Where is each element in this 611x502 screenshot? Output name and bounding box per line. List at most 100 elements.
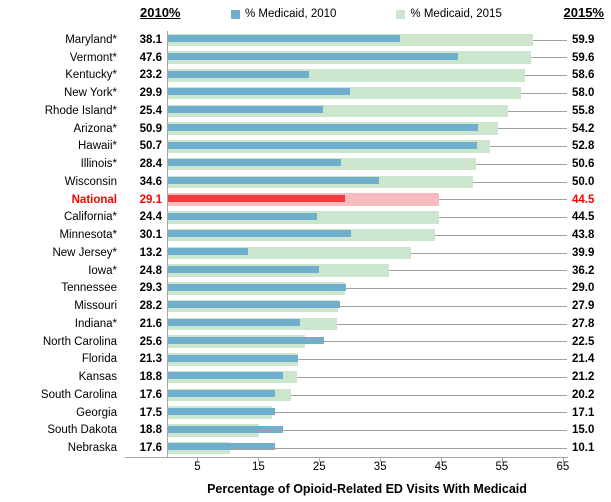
axis-tick <box>319 458 321 462</box>
chart-row: Kansas 18.8 21.2 <box>0 368 611 386</box>
column-header-2015: 2015% <box>563 5 604 20</box>
row-plot <box>167 120 567 138</box>
leader-line <box>472 181 567 183</box>
bar-2010 <box>168 248 249 255</box>
leader-line <box>388 270 567 272</box>
leader-line <box>439 199 567 201</box>
value-2010-label: 21.6 <box>139 317 162 330</box>
axis-tick-label: 15 <box>251 461 265 473</box>
axis-tick <box>258 458 260 462</box>
x-axis-line <box>125 457 568 458</box>
category-label: Tennessee <box>61 282 117 295</box>
chart-row: New Jersey* 13.2 39.9 <box>0 244 611 262</box>
value-2015-label: 36.2 <box>572 264 595 277</box>
category-label: Kentucky* <box>65 69 117 82</box>
leader-line <box>305 341 567 343</box>
chart-row: North Carolina 25.6 22.5 <box>0 333 611 351</box>
category-label: South Carolina <box>40 388 117 401</box>
legend-swatch-2015-icon <box>396 9 406 19</box>
row-plot <box>167 422 567 440</box>
bar-2010 <box>168 354 298 362</box>
leader-line <box>507 110 567 112</box>
chart-row: Vermont* 47.6 59.6 <box>0 49 611 67</box>
category-label: Hawaii* <box>78 140 117 153</box>
value-2015-label: 21.4 <box>572 353 595 366</box>
chart-row: Indiana* 21.6 27.8 <box>0 315 611 333</box>
category-label: New Jersey* <box>52 246 117 259</box>
value-2015-label: 43.8 <box>572 229 595 242</box>
value-2010-label: 24.4 <box>139 211 162 224</box>
row-plot <box>167 155 567 173</box>
leader-line <box>259 430 567 431</box>
value-2010-label: 24.8 <box>139 264 162 277</box>
chart-row: Missouri 28.2 27.9 <box>0 297 611 315</box>
chart-row: Illinois* 28.4 50.6 <box>0 155 611 173</box>
axis-tick <box>501 458 503 462</box>
value-2015-label: 52.8 <box>572 140 595 153</box>
chart-row: National 29.1 44.5 <box>0 191 611 209</box>
chart-row: Hawaii* 50.7 52.8 <box>0 138 611 156</box>
value-2010-label: 17.6 <box>139 388 162 401</box>
row-plot <box>167 226 567 244</box>
chart-row: Nebraska 17.6 10.1 <box>0 439 611 457</box>
category-label: Vermont* <box>69 51 117 64</box>
row-plot <box>167 404 567 422</box>
category-label: Rhode Island* <box>44 104 117 117</box>
axis-tick-label: 45 <box>434 461 448 473</box>
value-2010-label: 18.8 <box>139 371 162 384</box>
bar-2010 <box>168 336 324 344</box>
bar-2010 <box>168 123 478 131</box>
row-plot <box>167 67 567 85</box>
chart-row: Georgia 17.5 17.1 <box>0 404 611 422</box>
leader-line <box>337 323 567 325</box>
category-label: New York* <box>63 87 117 100</box>
value-2010-label: 50.9 <box>139 122 162 135</box>
row-plot <box>167 102 567 120</box>
value-2015-label: 50.0 <box>572 175 595 188</box>
axis-tick <box>562 458 564 462</box>
x-axis-title: Percentage of Opioid-Related ED Visits W… <box>207 482 527 496</box>
chart-row: California* 24.4 44.5 <box>0 209 611 227</box>
category-axis-line <box>167 31 168 457</box>
x-axis: 5 15 25 35 45 55 65 <box>0 457 611 479</box>
chart-row: Iowa* 24.8 36.2 <box>0 262 611 280</box>
axis-tick-label: 55 <box>495 461 509 473</box>
chart-row: Maryland* 38.1 59.9 <box>0 31 611 49</box>
bar-2010 <box>168 319 300 326</box>
value-2010-label: 28.2 <box>139 300 162 313</box>
legend-label-2015: % Medicaid, 2015 <box>410 8 502 20</box>
axis-tick-label: 5 <box>194 461 201 473</box>
value-2015-label: 50.6 <box>572 158 595 171</box>
category-label: Maryland* <box>65 33 117 46</box>
leader-line <box>439 217 567 218</box>
axis-tick <box>380 458 382 462</box>
leader-line <box>229 447 567 449</box>
bar-2010 <box>168 177 379 184</box>
category-label: Illinois* <box>80 158 117 171</box>
bar-2010 <box>168 141 477 149</box>
bar-2010 <box>168 301 340 309</box>
value-2010-label: 28.4 <box>139 158 162 171</box>
axis-tick-label: 35 <box>373 461 387 473</box>
category-label: Iowa* <box>88 264 117 277</box>
chart-row: New York* 29.9 58.0 <box>0 84 611 102</box>
value-2010-label: 18.8 <box>139 424 162 437</box>
row-plot <box>167 439 567 457</box>
axis-tick-label: 65 <box>556 461 570 473</box>
leader-line <box>498 128 567 130</box>
bar-2010 <box>168 35 400 42</box>
row-plot <box>167 297 567 315</box>
row-plot <box>167 386 567 404</box>
value-2015-label: 55.8 <box>572 104 595 117</box>
value-2010-label: 25.6 <box>139 335 162 348</box>
plot-area: Maryland* 38.1 59.9 Vermont* 47.6 59.6 Kentuck… <box>0 31 611 457</box>
value-2015-label: 58.0 <box>572 87 595 100</box>
row-plot <box>167 84 567 102</box>
leader-line <box>344 288 567 289</box>
value-2015-label: 59.9 <box>572 33 595 46</box>
leader-line <box>521 92 567 94</box>
axis-tick-label: 25 <box>312 461 326 473</box>
leader-line <box>476 163 567 165</box>
row-plot <box>167 315 567 333</box>
value-2010-label: 29.1 <box>139 193 162 206</box>
